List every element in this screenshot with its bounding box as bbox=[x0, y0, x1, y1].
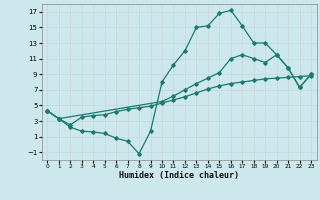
X-axis label: Humidex (Indice chaleur): Humidex (Indice chaleur) bbox=[119, 171, 239, 180]
